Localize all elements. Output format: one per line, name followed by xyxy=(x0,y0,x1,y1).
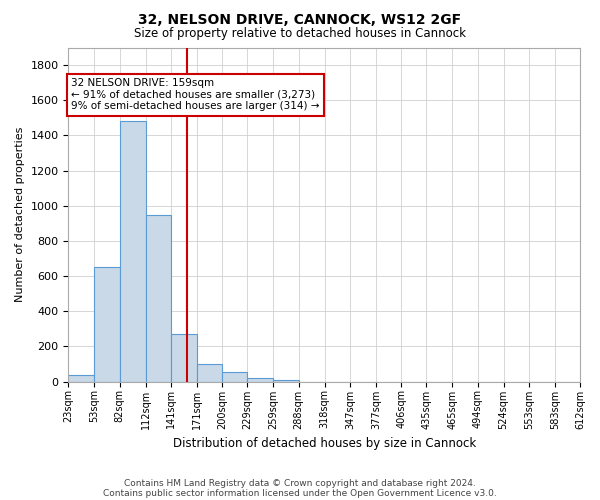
Bar xyxy=(119,122,146,382)
Bar xyxy=(68,376,94,382)
Text: Size of property relative to detached houses in Cannock: Size of property relative to detached ho… xyxy=(134,28,466,40)
Bar xyxy=(171,334,197,382)
Text: Contains public sector information licensed under the Open Government Licence v3: Contains public sector information licen… xyxy=(103,488,497,498)
Text: Contains HM Land Registry data © Crown copyright and database right 2024.: Contains HM Land Registry data © Crown c… xyxy=(124,478,476,488)
Bar xyxy=(146,214,171,382)
X-axis label: Distribution of detached houses by size in Cannock: Distribution of detached houses by size … xyxy=(173,437,476,450)
Bar xyxy=(197,364,222,382)
Bar xyxy=(247,378,274,382)
Y-axis label: Number of detached properties: Number of detached properties xyxy=(15,127,25,302)
Text: 32, NELSON DRIVE, CANNOCK, WS12 2GF: 32, NELSON DRIVE, CANNOCK, WS12 2GF xyxy=(139,12,461,26)
Text: 32 NELSON DRIVE: 159sqm
← 91% of detached houses are smaller (3,273)
9% of semi-: 32 NELSON DRIVE: 159sqm ← 91% of detache… xyxy=(71,78,320,112)
Bar xyxy=(274,380,299,382)
Bar xyxy=(94,268,119,382)
Bar xyxy=(222,372,247,382)
